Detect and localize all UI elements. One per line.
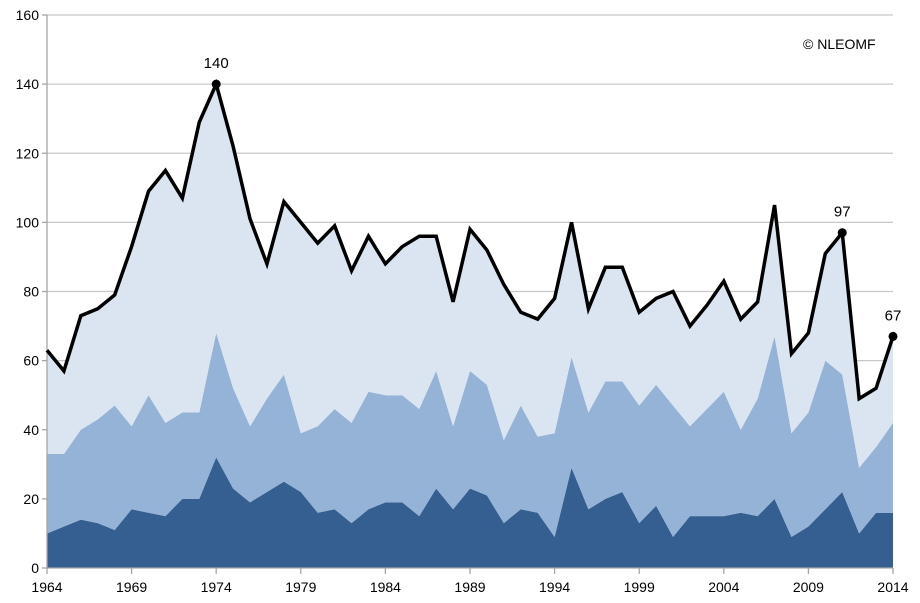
y-tick-label: 60 (23, 353, 39, 369)
x-tick-label: 1989 (454, 579, 485, 595)
area-series-3 (47, 84, 893, 468)
y-tick-label: 140 (16, 76, 40, 92)
y-tick-label: 20 (23, 491, 39, 507)
x-tick-label: 1974 (201, 579, 232, 595)
y-tick-label: 40 (23, 422, 39, 438)
total-line-group: 140 97 67 (45, 55, 902, 402)
total-line (45, 78, 895, 402)
x-tick-label: 1964 (31, 579, 62, 595)
annotation-marker (837, 228, 847, 238)
area-series-1 (47, 457, 893, 568)
x-tick-label: 1979 (285, 579, 316, 595)
y-tick-label: 120 (16, 145, 40, 161)
x-tick-label: 2009 (793, 579, 824, 595)
stacked-areas (47, 84, 893, 568)
annotation-label: 97 (834, 204, 851, 221)
axes (42, 14, 894, 574)
y-tick-label: 100 (16, 214, 40, 230)
y-tick-label: 80 (23, 284, 39, 300)
annotation-label: 140 (204, 55, 229, 72)
copyright-label: © NLEOMF (803, 36, 876, 52)
x-tick-label: 1999 (624, 579, 655, 595)
tick-labels: 0 20 40 60 80 100 120 140 160 1964 1969 1974 1979 198… (16, 7, 909, 595)
area-series-2 (47, 332, 893, 537)
annotation-label: 67 (885, 307, 902, 324)
y-tick-label: 0 (31, 560, 39, 576)
annotation-marker (211, 79, 221, 89)
x-tick-label: 1994 (539, 579, 570, 595)
x-tick-label: 1969 (116, 579, 147, 595)
x-tick-label: 2014 (877, 579, 908, 595)
y-tick-label: 160 (16, 7, 40, 23)
annotation-marker (888, 331, 898, 341)
x-tick-label: 2004 (708, 579, 739, 595)
x-tick-label: 1984 (370, 579, 401, 595)
